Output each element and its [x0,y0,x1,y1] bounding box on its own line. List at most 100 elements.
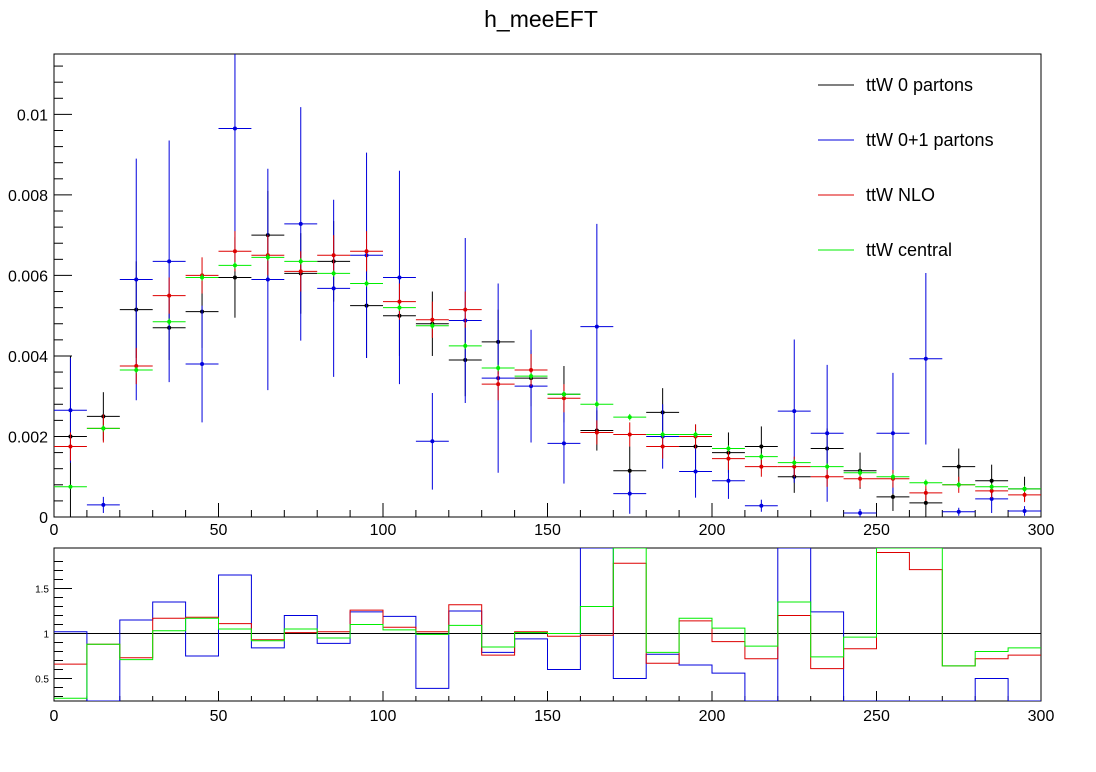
data-point [726,446,731,451]
legend-label: ttW 0 partons [866,75,973,95]
data-point [298,259,303,264]
data-point [101,426,106,431]
data-point [1022,486,1027,491]
data-point [989,496,994,501]
data-point [68,444,73,449]
series-ttw-central [54,254,1041,493]
ratio-y-tick-label: 0.5 [35,675,49,686]
data-point [759,454,764,459]
x-tick-label: 150 [534,522,561,539]
y-tick-label: 0 [39,510,48,527]
data-point [232,275,237,280]
legend-label: ttW central [866,240,952,260]
data-point [68,484,73,489]
x-tick-label: 50 [210,522,228,539]
data-point [134,277,139,282]
data-point [627,491,632,496]
data-point [923,480,928,485]
data-point [858,510,863,515]
data-point [759,464,764,469]
data-point [331,253,336,258]
data-point [167,259,172,264]
data-point [890,431,895,436]
legend: ttW 0 partons ttW 0+1 partons ttW NLO ttW c… [818,75,994,260]
data-point [825,474,830,479]
data-point [956,509,961,514]
data-point [792,464,797,469]
data-point [1022,492,1027,497]
ratio-x-tick-label: 150 [534,708,561,725]
legend-label: ttW NLO [866,185,935,205]
data-point [397,299,402,304]
chart-title: h_meeEFT [484,6,598,32]
data-point [923,490,928,495]
data-point [693,432,698,437]
main-plot-area: 0 0.002 0.004 0.006 0.008 0.01 0 50 100 150 200 250… [8,53,1055,539]
ratio-x-tick-label: 250 [863,708,890,725]
data-point [200,362,205,367]
ratio-x-tick-label: 0 [50,708,59,725]
data-point [496,366,501,371]
data-point [594,402,599,407]
data-point [726,456,731,461]
data-point [397,275,402,280]
legend-label: ttW 0+1 partons [866,130,994,150]
data-point [594,324,599,329]
data-point [693,469,698,474]
x-tick-label: 100 [370,522,397,539]
data-point [265,255,270,260]
data-point [364,281,369,286]
data-point [134,364,139,369]
x-tick-label: 300 [1028,522,1055,539]
data-point [463,343,468,348]
data-point [167,319,172,324]
data-point [825,464,830,469]
data-point [890,494,895,499]
data-point [430,323,435,328]
x-tick-label: 0 [50,522,59,539]
data-point [298,269,303,274]
data-point [167,293,172,298]
data-point [825,431,830,436]
data-point [858,470,863,475]
data-point [923,500,928,505]
data-point [923,356,928,361]
data-point [463,307,468,312]
data-point [792,409,797,414]
data-point [594,430,599,435]
data-point [430,439,435,444]
data-point [989,484,994,489]
ratio-series-ttw-0-1-partons [54,548,1041,701]
data-point [726,478,731,483]
data-point [627,415,632,420]
data-point [956,464,961,469]
data-point [134,368,139,373]
ratio-series-ttw-central [54,548,1041,699]
ratio-x-tick-label: 200 [699,708,726,725]
y-tick-label: 0.01 [17,107,48,124]
data-point [232,249,237,254]
data-point [529,374,534,379]
data-point [561,441,566,446]
data-point [331,286,336,291]
ratio-y-tick-label: 1 [43,630,49,641]
data-point [101,502,106,507]
ratio-x-tick-label: 300 [1028,708,1055,725]
ratio-y-tick-label: 1.5 [35,585,49,596]
x-tick-label: 250 [863,522,890,539]
data-point [232,126,237,131]
data-point [496,382,501,387]
data-point [68,408,73,413]
data-point [397,305,402,310]
y-tick-label: 0.006 [8,268,48,285]
data-point [660,432,665,437]
data-point [759,444,764,449]
data-point [529,368,534,373]
y-tick-label: 0.002 [8,429,48,446]
data-point [759,503,764,508]
data-point [660,444,665,449]
data-point [956,482,961,487]
data-point [989,478,994,483]
data-point [364,249,369,254]
